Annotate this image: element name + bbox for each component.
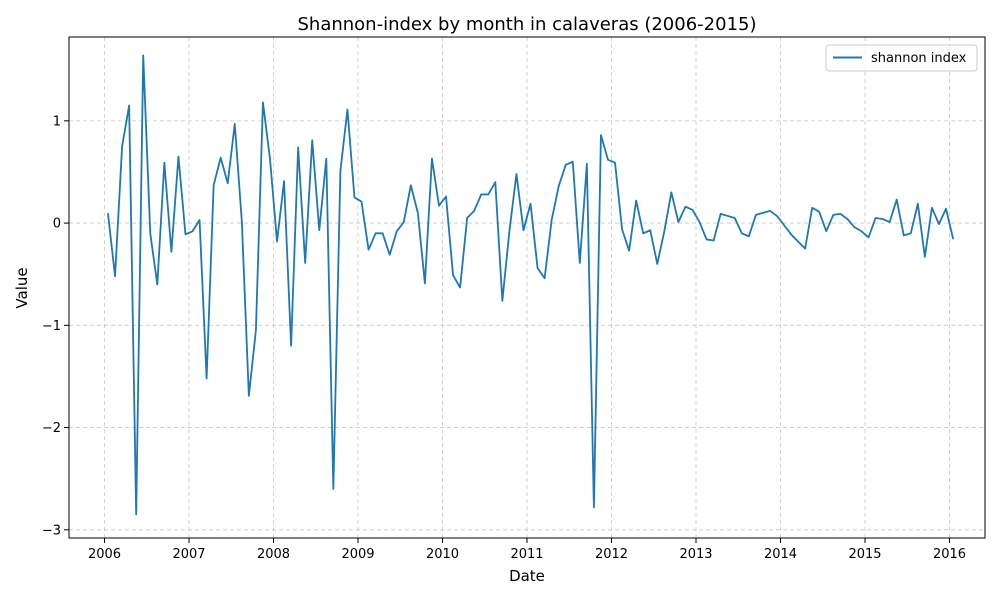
legend: shannon index (825, 44, 978, 72)
x-tick-label: 2014 (764, 547, 797, 562)
legend-box (825, 44, 978, 72)
legend-label-shannon-index: shannon index (871, 51, 967, 66)
x-tick-label: 2008 (257, 547, 290, 562)
y-tick-label: −1 (42, 319, 61, 334)
x-tick-label: 2007 (172, 547, 205, 562)
y-axis: −3 −2 −1 0 1 (42, 114, 69, 538)
x-tick-label: 2006 (88, 547, 121, 562)
x-tick-label: 2012 (595, 547, 628, 562)
grid-layer (69, 37, 985, 538)
x-axis-title: Date (509, 567, 545, 585)
y-tick-label: −2 (42, 421, 61, 436)
x-tick-label: 2011 (510, 547, 543, 562)
x-tick-label: 2010 (426, 547, 459, 562)
x-axis: 2006 2007 2008 2009 2010 2011 2012 2013 2014 2015… (88, 538, 966, 562)
y-axis-title: Value (13, 267, 31, 308)
x-tick-label: 2015 (848, 547, 881, 562)
series-line-shannon-index (107, 54, 954, 516)
x-tick-label: 2009 (341, 547, 374, 562)
x-tick-label: 2016 (933, 547, 966, 562)
y-tick-label: 1 (53, 114, 61, 129)
series-layer (107, 54, 954, 516)
y-tick-label: 0 (53, 217, 61, 232)
chart-title: Shannon-index by month in calaveras (200… (297, 14, 756, 35)
y-tick-label: −3 (42, 523, 61, 538)
x-tick-label: 2013 (679, 547, 712, 562)
